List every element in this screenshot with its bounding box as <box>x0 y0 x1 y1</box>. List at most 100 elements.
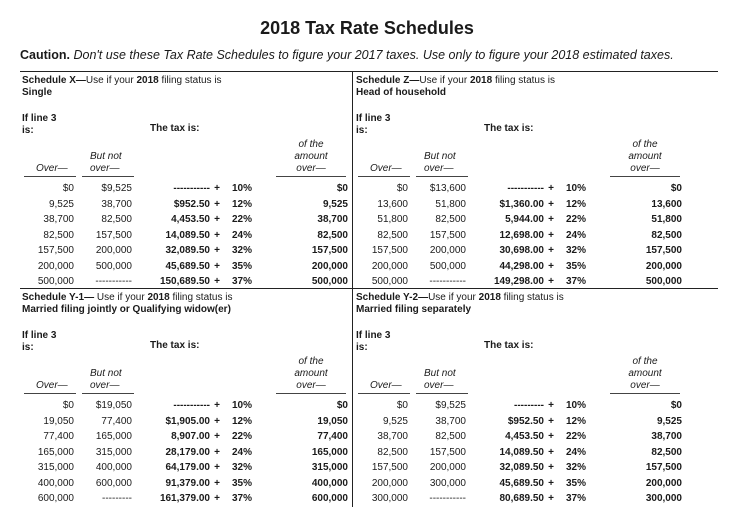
income-not-over-cell: 157,500 <box>429 446 466 458</box>
plus-sign: + <box>548 183 554 194</box>
is-label: is: <box>356 125 368 136</box>
tax-is-label: The tax is: <box>484 123 534 134</box>
plus-sign: + <box>548 198 554 210</box>
amount-over-cell: 500,000 <box>645 276 682 287</box>
amount-over-cell: 77,400 <box>317 431 348 442</box>
if-line-label: If line 3 <box>356 113 391 124</box>
income-over-cell: 500,000 <box>371 276 408 287</box>
plus-sign: + <box>214 260 220 272</box>
table-row: $0 $13,600 ----------- +10% $0 <box>356 181 688 197</box>
table-row: 19,050 77,400 $1,905.00 +12% 19,050 <box>22 414 354 430</box>
income-over-cell: 51,800 <box>377 214 408 225</box>
base-tax-cell: $1,905.00 <box>165 415 211 427</box>
rate-cell: 24% <box>231 229 252 241</box>
rate-cell: 10% <box>565 400 586 411</box>
amount-over-cell: $0 <box>336 183 348 194</box>
base-tax-cell: 14,089.50 <box>499 446 545 458</box>
rate-cell: 32% <box>231 462 252 473</box>
base-tax-cell: $1,360.00 <box>499 198 545 210</box>
amount-over-cell: 200,000 <box>645 260 682 272</box>
income-not-over-cell: 200,000 <box>95 245 132 256</box>
plus-sign: + <box>548 493 554 504</box>
schedule-header-text: filing status is <box>500 292 564 303</box>
amount-over-cell: 600,000 <box>311 493 348 504</box>
amount-over-cell: $0 <box>336 400 348 411</box>
header-underline <box>610 393 680 394</box>
table-row: 400,000 600,000 91,379.00 +35% 400,000 <box>22 476 354 492</box>
header-underline <box>610 176 680 177</box>
base-tax-cell: 12,698.00 <box>499 229 545 241</box>
income-not-over-cell: 51,800 <box>435 198 466 210</box>
table-row: 51,800 82,500 5,944.00 +22% 51,800 <box>356 212 688 228</box>
rate-cell: 12% <box>565 198 586 210</box>
amount-over-cell: 157,500 <box>645 462 682 473</box>
rate-cell: 35% <box>231 477 252 489</box>
income-over-cell: $0 <box>62 183 74 194</box>
income-not-over-cell: ----------- <box>429 276 466 287</box>
income-over-cell: 165,000 <box>37 446 74 458</box>
rate-cell: 37% <box>565 276 586 287</box>
income-over-cell: $0 <box>396 400 408 411</box>
income-not-over-cell: 77,400 <box>101 415 132 427</box>
is-label: is: <box>22 125 34 136</box>
amount-over-cell: 300,000 <box>645 493 682 504</box>
table-row: 82,500 157,500 12,698.00 +24% 82,500 <box>356 228 688 244</box>
rate-cell: 35% <box>565 477 586 489</box>
is-label: is: <box>22 342 34 353</box>
header-underline <box>358 393 410 394</box>
table-row: 9,525 38,700 $952.50 +12% 9,525 <box>356 414 688 430</box>
rate-cell: 24% <box>231 446 252 458</box>
base-tax-cell: --------- <box>514 400 544 411</box>
rate-cell: 22% <box>231 214 252 225</box>
income-not-over-cell: 82,500 <box>435 431 466 442</box>
tax-is-label: The tax is: <box>150 123 200 134</box>
income-over-cell: $0 <box>62 400 74 411</box>
table-row: 13,600 51,800 $1,360.00 +12% 13,600 <box>356 197 688 213</box>
schedule-header-text: Use if your <box>94 292 148 303</box>
schedule-id: Schedule X— <box>22 75 86 86</box>
amount-over-cell: 13,600 <box>651 198 682 210</box>
rate-cell: 22% <box>565 431 586 442</box>
plus-sign: + <box>214 214 220 225</box>
schedule-year: 2018 <box>136 75 159 86</box>
over-column-header: Over— <box>370 163 402 174</box>
amount-over-cell: 38,700 <box>651 431 682 442</box>
base-tax-cell: $952.50 <box>173 198 210 210</box>
income-over-cell: 157,500 <box>371 245 408 256</box>
amount-over-label: over— <box>630 380 660 391</box>
income-over-cell: 82,500 <box>43 229 74 241</box>
filing-status: Married filing separately <box>356 304 472 315</box>
header-underline <box>24 176 76 177</box>
amount-over-cell: 400,000 <box>311 477 348 489</box>
schedule-year: 2018 <box>469 75 493 86</box>
amount-label: amount <box>294 151 328 162</box>
over-column-header: Over— <box>36 163 68 174</box>
income-over-cell: 9,525 <box>48 198 74 210</box>
is-label: is: <box>356 342 368 353</box>
income-not-over-cell: ----------- <box>429 493 466 504</box>
base-tax-cell: $952.50 <box>507 415 544 427</box>
plus-sign: + <box>214 477 220 489</box>
table-row: 38,700 82,500 4,453.50 +22% 38,700 <box>356 429 688 445</box>
table-row: 300,000 ----------- 80,689.50 +37% 300,000 <box>356 491 688 507</box>
plus-sign: + <box>548 446 554 458</box>
plus-sign: + <box>214 446 220 458</box>
schedule-id: Schedule Y-2— <box>356 292 429 303</box>
tax-is-label: The tax is: <box>150 340 200 351</box>
over-column-header: Over— <box>370 380 402 391</box>
income-not-over-cell: 300,000 <box>429 477 466 489</box>
schedule-header: Schedule Y-1— Use if your 2018 filing st… <box>22 292 233 304</box>
table-row: 165,000 315,000 28,179.00 +24% 165,000 <box>22 445 354 461</box>
amount-over-cell: 200,000 <box>645 477 682 489</box>
table-row: $0 $9,525 ----------- +10% $0 <box>22 181 354 197</box>
amount-over-cell: $0 <box>670 400 682 411</box>
plus-sign: + <box>548 462 554 473</box>
income-not-over-cell: $9,525 <box>101 183 132 194</box>
income-not-over-cell: 38,700 <box>435 415 466 427</box>
schedule-id: Schedule Y-1— <box>22 292 95 303</box>
over-column-header: Over— <box>36 380 68 391</box>
base-tax-cell: 80,689.50 <box>499 493 545 504</box>
rate-cell: 24% <box>565 229 586 241</box>
but-not-label: But not <box>424 151 456 162</box>
amount-over-cell: 82,500 <box>651 446 682 458</box>
